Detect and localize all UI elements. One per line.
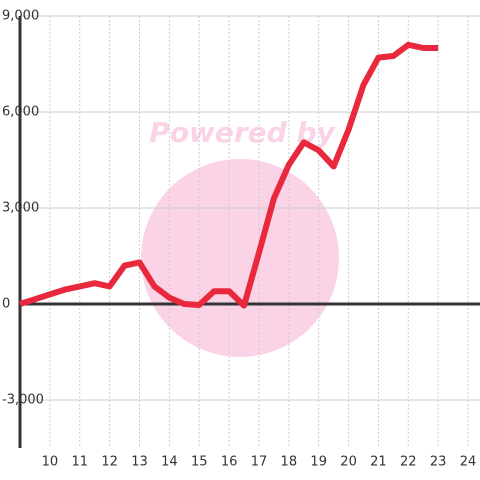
x-tick-label: 16: [221, 455, 238, 470]
y-tick-label: 0: [2, 297, 10, 312]
x-tick-label: 18: [281, 455, 298, 470]
x-tick-label: 21: [370, 455, 387, 470]
y-tick-label: -3,000: [2, 393, 44, 408]
x-tick-label: 22: [400, 455, 417, 470]
x-tick-label: 11: [71, 455, 88, 470]
x-tick-label: 20: [340, 455, 357, 470]
x-tick-label: 15: [191, 455, 208, 470]
x-tick-label: 19: [310, 455, 327, 470]
x-tick-label: 17: [251, 455, 268, 470]
data-line: [19, 41, 439, 309]
x-tick-label: 24: [460, 455, 477, 470]
watermark-circle: [141, 159, 339, 357]
x-tick-label: 13: [131, 455, 148, 470]
x-tick-label: 10: [42, 455, 59, 470]
x-tick-label: 23: [430, 455, 447, 470]
x-tick-label: 12: [101, 455, 118, 470]
x-tick-label: 14: [161, 455, 178, 470]
